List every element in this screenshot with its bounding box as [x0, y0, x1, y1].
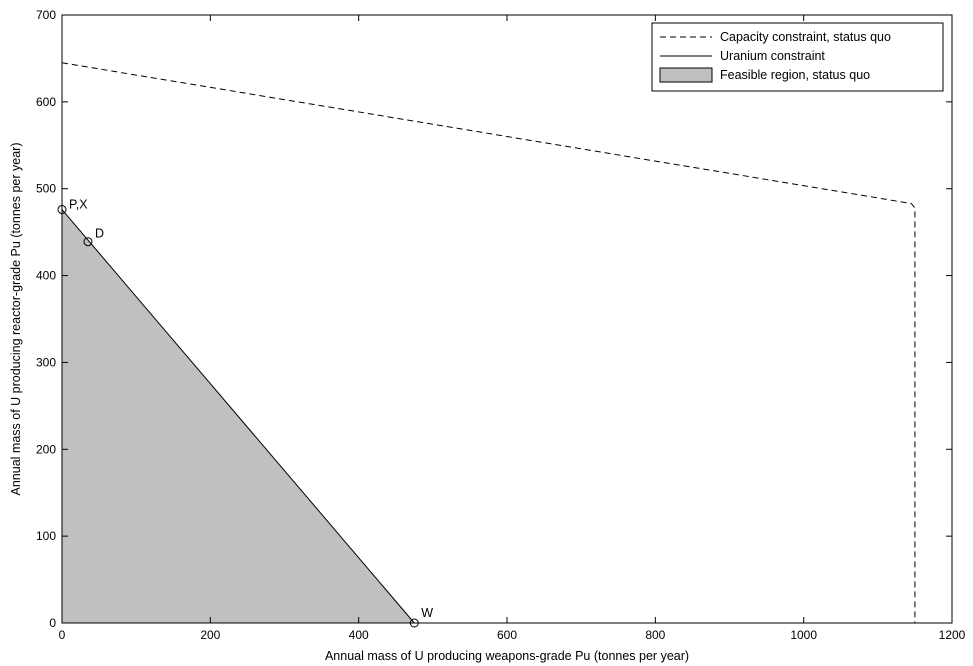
point-marker	[57, 205, 67, 215]
capacity-constraint-line	[61, 62, 916, 623]
point-label: W	[421, 606, 433, 620]
x-tick-label: 400	[349, 628, 369, 642]
series-layer	[61, 62, 916, 624]
point-marker	[409, 618, 419, 628]
y-tick-label: 200	[36, 442, 56, 456]
axes-layer: 0 200 400 600 800 1000 1200 0 100 200 300 400 500 600…	[36, 8, 966, 642]
y-tick-label: 100	[36, 529, 56, 543]
y-tick-label: 700	[36, 8, 56, 22]
point-label: P,X	[69, 198, 88, 212]
y-tick-label: 300	[36, 355, 56, 369]
uranium-constraint-line	[61, 209, 415, 624]
legend-label-uranium: Uranium constraint	[720, 49, 825, 63]
x-tick-label: 800	[645, 628, 665, 642]
legend-label-feasible: Feasible region, status quo	[720, 68, 870, 82]
x-axis-title: Annual mass of U producing weapons-grade…	[325, 649, 689, 663]
y-tick-label: 600	[36, 95, 56, 109]
legend-label-capacity: Capacity constraint, status quo	[720, 30, 891, 44]
legend-symbol-feasible	[659, 67, 713, 83]
y-tick-label: 400	[36, 269, 56, 283]
x-tick-label: 1200	[939, 628, 966, 642]
points-layer: P,X D W	[57, 198, 433, 628]
x-tick-label: 600	[497, 628, 517, 642]
y-tick-label: 500	[36, 182, 56, 196]
x-tick-label: 200	[200, 628, 220, 642]
y-tick-label: 0	[49, 616, 56, 630]
x-tick-label: 0	[59, 628, 66, 642]
point-marker	[83, 237, 93, 247]
y-axis-title: Annual mass of U producing reactor-grade…	[9, 143, 23, 496]
point-label: D	[95, 227, 104, 241]
legend: Capacity constraint, status quo Uranium …	[651, 22, 944, 92]
x-tick-label: 1000	[790, 628, 817, 642]
